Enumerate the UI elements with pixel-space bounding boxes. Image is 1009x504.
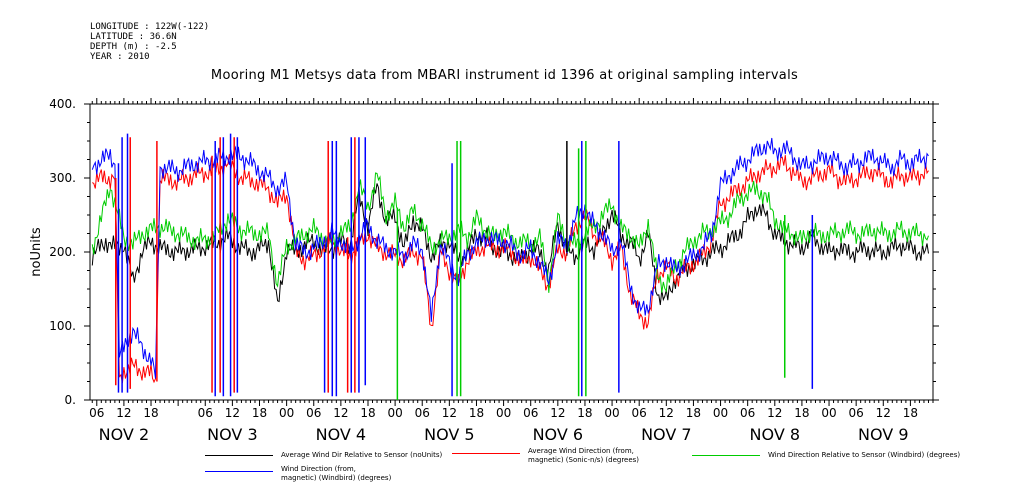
mooring-metadata: LONGITUDE : 122W(-122) LATITUDE : 36.6N … <box>90 22 209 62</box>
y-tick-label: 200. <box>49 245 76 259</box>
series-line-2 <box>91 172 929 294</box>
x-hour-label: 18 <box>794 406 809 420</box>
x-hour-label: 18 <box>469 406 484 420</box>
x-hour-label: 06 <box>523 406 538 420</box>
x-hour-label: 12 <box>876 406 891 420</box>
x-day-label: NOV 3 <box>207 425 258 444</box>
x-day-label: NOV 6 <box>533 425 584 444</box>
series-line-1 <box>92 154 929 384</box>
chart-plot-area <box>91 133 929 400</box>
legend-swatch-green <box>692 455 760 456</box>
chart-axes: 0. 100. 200. 300. 400. 06 12 18 06 12 18 00 06 12 18 00… <box>49 97 939 444</box>
x-hour-label: 18 <box>360 406 375 420</box>
y-tick-label: 400. <box>49 97 76 111</box>
x-hour-label: 06 <box>849 406 864 420</box>
x-day-label: NOV 9 <box>858 425 909 444</box>
x-hour-label: 18 <box>903 406 918 420</box>
x-hour-label: 06 <box>306 406 321 420</box>
x-hour-label: 06 <box>415 406 430 420</box>
legend-swatch-red <box>452 453 520 454</box>
x-hour-label: 12 <box>333 406 348 420</box>
longitude-label: LONGITUDE : 122W(-122) <box>90 22 210 32</box>
x-hour-label: 12 <box>659 406 674 420</box>
x-hour-label: 12 <box>442 406 457 420</box>
plot-frame <box>89 103 934 401</box>
x-hour-label: 12 <box>767 406 782 420</box>
x-hour-label: 00 <box>821 406 836 420</box>
x-hour-label: 18 <box>686 406 701 420</box>
x-hour-label: 00 <box>604 406 619 420</box>
y-tick-label: 300. <box>49 171 76 185</box>
legend-swatch-black <box>205 455 273 456</box>
year-label: YEAR : 2010 <box>90 52 150 62</box>
chart-title: Mooring M1 Metsys data from MBARI instru… <box>210 68 799 83</box>
x-day-label: NOV 4 <box>316 425 367 444</box>
x-hour-label: 06 <box>740 406 755 420</box>
x-day-label: NOV 7 <box>641 425 692 444</box>
legend-label: Average Wind Direction (from, magnetic) … <box>528 447 640 464</box>
x-hour-label: 00 <box>279 406 294 420</box>
x-hour-label: 06 <box>89 406 104 420</box>
legend-label: Wind Direction Relative to Sensor (Windb… <box>768 451 961 459</box>
depth-label: DEPTH (m) : -2.5 <box>90 42 177 52</box>
legend-swatch-blue <box>205 471 273 472</box>
legend-label: Average Wind Dir Relative to Sensor (noU… <box>281 451 443 459</box>
x-day-label: NOV 8 <box>750 425 801 444</box>
legend-label: Wind Direction (from, magnetic) (Windbir… <box>281 465 392 482</box>
x-hour-label: 12 <box>550 406 565 420</box>
x-hour-label: 06 <box>198 406 213 420</box>
x-day-label: NOV 5 <box>424 425 475 444</box>
latitude-label: LATITUDE : 36.6N <box>90 32 177 42</box>
x-hour-label: 18 <box>252 406 267 420</box>
x-hour-label: 06 <box>632 406 647 420</box>
y-axis-label: noUnits <box>29 227 44 277</box>
y-tick-label: 0. <box>65 393 76 407</box>
x-hour-label: 18 <box>143 406 158 420</box>
x-hour-label: 12 <box>116 406 131 420</box>
y-tick-label: 100. <box>49 319 76 333</box>
x-hour-label: 18 <box>577 406 592 420</box>
x-hour-label: 00 <box>496 406 511 420</box>
x-hour-label: 00 <box>387 406 402 420</box>
x-hour-label: 00 <box>713 406 728 420</box>
x-hour-label: 12 <box>225 406 240 420</box>
x-day-label: NOV 2 <box>99 425 150 444</box>
series-line-3 <box>91 137 929 379</box>
